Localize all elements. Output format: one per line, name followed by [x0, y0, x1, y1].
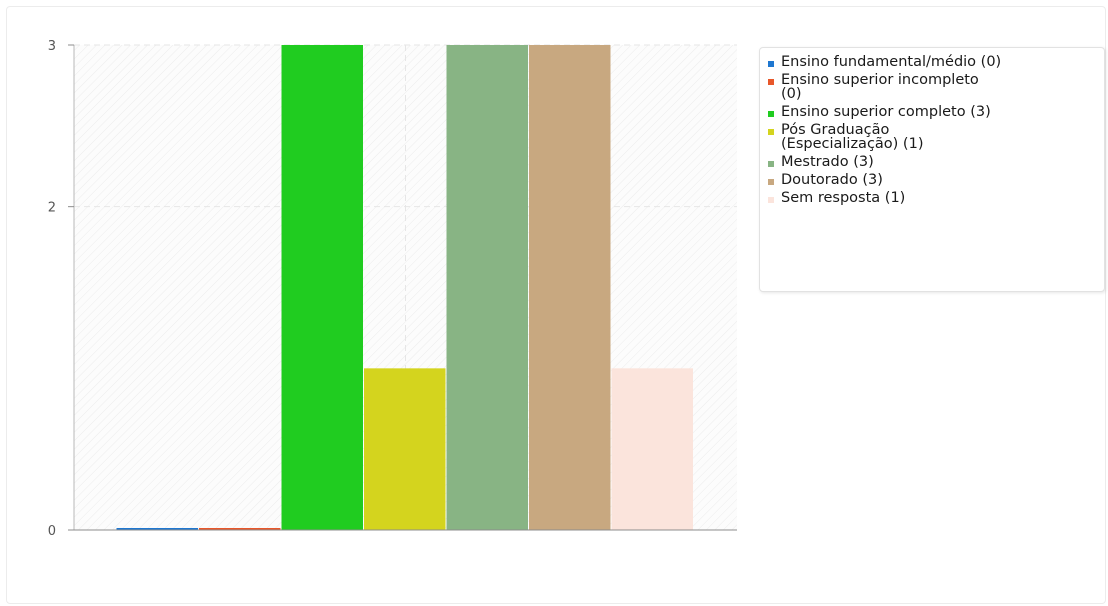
- bar-2[interactable]: [199, 528, 281, 530]
- y-tick-label: 0: [48, 524, 56, 539]
- legend-swatch: [768, 129, 774, 135]
- bar-6[interactable]: [529, 45, 611, 530]
- legend-item[interactable]: Mestrado (3): [760, 154, 1104, 172]
- legend-label: Sem resposta (1): [781, 190, 906, 206]
- legend-item[interactable]: Pós Graduação (Especialização) (1): [760, 122, 1104, 154]
- legend-swatch: [768, 197, 774, 203]
- legend-list: Ensino fundamental/médio (0) Ensino super…: [760, 54, 1104, 208]
- axes: [73, 45, 737, 531]
- legend: Ensino fundamental/médio (0) Ensino super…: [759, 47, 1105, 292]
- legend-item[interactable]: Sem resposta (1): [760, 190, 1104, 208]
- legend-label: Ensino fundamental/médio (0): [781, 54, 1002, 70]
- legend-swatch: [768, 179, 774, 185]
- legend-label: Ensino superior completo (3): [781, 104, 991, 120]
- legend-item[interactable]: Ensino superior completo (3): [760, 104, 1104, 122]
- legend-swatch: [768, 61, 774, 67]
- legend-swatch: [768, 111, 774, 117]
- legend-item[interactable]: Ensino superior incompleto (0): [760, 72, 1104, 104]
- bar-5[interactable]: [446, 45, 529, 530]
- legend-label: Mestrado (3): [781, 154, 874, 170]
- legend-label: Ensino superior incompleto (0): [781, 72, 979, 102]
- chart-card: 0 2 3 Ensino fundamental/médio (0) Ensino s…: [6, 6, 1106, 604]
- bar-1[interactable]: [116, 528, 199, 530]
- legend-label: Pós Graduação (Especialização) (1): [781, 122, 924, 152]
- bars: [116, 45, 694, 530]
- bar-4[interactable]: [364, 368, 446, 530]
- legend-swatch: [768, 79, 774, 85]
- bar-chart: 0 2 3: [48, 39, 737, 539]
- y-tick-label: 2: [48, 201, 56, 216]
- legend-label: Doutorado (3): [781, 172, 883, 188]
- legend-item[interactable]: Doutorado (3): [760, 172, 1104, 190]
- legend-swatch: [768, 161, 774, 167]
- bar-7[interactable]: [611, 368, 694, 530]
- y-tick-label: 3: [48, 39, 56, 54]
- bar-3[interactable]: [281, 45, 364, 530]
- y-tick-labels: 0 2 3: [48, 39, 74, 539]
- legend-item[interactable]: Ensino fundamental/médio (0): [760, 54, 1104, 72]
